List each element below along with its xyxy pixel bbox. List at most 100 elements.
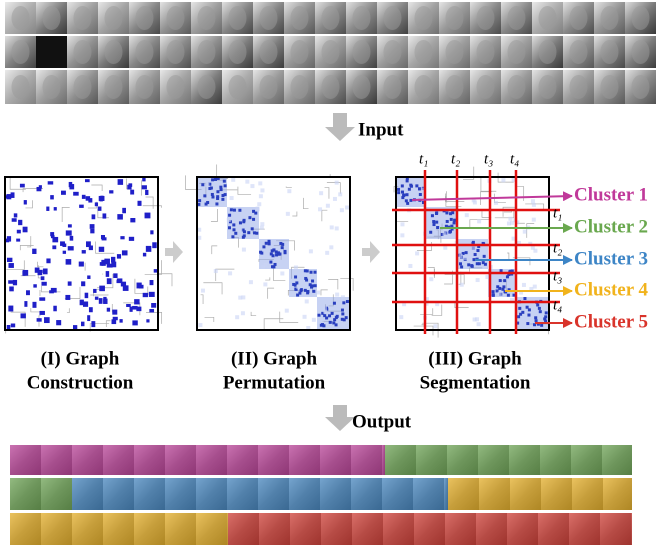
face-feature <box>11 6 30 30</box>
graph-edge <box>525 203 545 210</box>
entry <box>491 293 495 297</box>
entry <box>531 202 536 207</box>
face-feature <box>538 40 557 64</box>
entry <box>101 237 107 241</box>
graph-edge <box>6 260 25 270</box>
entry <box>101 259 106 266</box>
entry <box>78 261 84 267</box>
graph-edge <box>204 316 215 323</box>
entry <box>443 245 448 250</box>
graph-edge <box>237 186 252 195</box>
entry <box>341 322 346 327</box>
entry <box>325 203 330 208</box>
entry <box>270 249 274 253</box>
input-label: Input <box>358 119 404 140</box>
entry <box>303 269 307 273</box>
entry <box>332 196 337 201</box>
entry <box>512 293 516 297</box>
entry <box>435 220 439 224</box>
cluster-label: Cluster 3 <box>574 248 648 269</box>
graph-edge <box>38 315 41 327</box>
entry <box>477 244 481 248</box>
entry <box>33 284 37 288</box>
entry <box>260 222 265 227</box>
entry <box>149 308 155 313</box>
face-feature <box>631 75 650 99</box>
output-label: Output <box>352 411 412 432</box>
entry <box>81 250 86 254</box>
entry <box>144 212 151 219</box>
entry <box>122 207 126 214</box>
entry <box>421 201 425 205</box>
entry <box>495 289 499 293</box>
entry <box>521 310 525 314</box>
graph-edge <box>340 277 354 291</box>
entry <box>145 189 149 196</box>
entry <box>303 288 307 292</box>
entry <box>36 186 42 192</box>
entry <box>34 267 40 273</box>
entry <box>88 245 93 251</box>
entry <box>40 276 45 281</box>
entry <box>333 318 337 322</box>
entry <box>342 301 346 305</box>
entry <box>334 226 339 231</box>
entry <box>444 224 448 228</box>
entry <box>294 287 298 291</box>
entry <box>321 311 325 315</box>
entry <box>5 195 9 199</box>
entry <box>420 187 425 192</box>
entry <box>471 241 475 245</box>
entry <box>452 221 456 225</box>
step-arrow <box>165 241 183 263</box>
matrix-frame <box>196 176 351 331</box>
entry <box>319 319 324 324</box>
entry <box>46 258 51 264</box>
entry <box>132 320 138 326</box>
entry <box>491 285 496 290</box>
face-feature <box>476 6 495 30</box>
graph-edge <box>413 325 434 336</box>
entry <box>258 194 263 199</box>
entry <box>12 279 18 286</box>
face-feature <box>228 75 247 99</box>
entry <box>510 269 514 273</box>
entry <box>67 281 72 286</box>
entry <box>134 299 140 305</box>
entry <box>130 217 136 223</box>
entry <box>18 219 23 226</box>
entry <box>319 191 324 196</box>
entry <box>407 187 411 191</box>
entry <box>262 245 266 249</box>
threshold-label: t₄ <box>553 297 562 313</box>
entry <box>53 207 57 211</box>
face-feature <box>259 6 278 30</box>
entry <box>306 290 310 294</box>
entry <box>453 218 457 222</box>
entry <box>142 177 146 182</box>
entry <box>499 269 503 273</box>
entry <box>436 225 440 229</box>
entry <box>223 184 227 188</box>
entry <box>26 290 30 296</box>
entry <box>516 321 520 325</box>
entry <box>36 318 42 322</box>
entry <box>458 254 463 259</box>
entry <box>345 205 350 210</box>
entry <box>52 236 59 243</box>
face-feature <box>73 40 92 64</box>
entry <box>313 284 317 288</box>
graph-edge <box>203 282 223 295</box>
graph-edge <box>19 244 34 251</box>
entry <box>278 252 282 256</box>
graph-edge <box>25 200 33 209</box>
entry <box>39 297 46 301</box>
entry <box>308 249 313 254</box>
entry <box>501 287 505 291</box>
entry <box>260 251 264 255</box>
entry <box>475 262 479 266</box>
entry <box>298 291 302 295</box>
threshold-label: t₂ <box>451 151 460 167</box>
entry <box>341 312 345 316</box>
entry <box>56 320 62 326</box>
